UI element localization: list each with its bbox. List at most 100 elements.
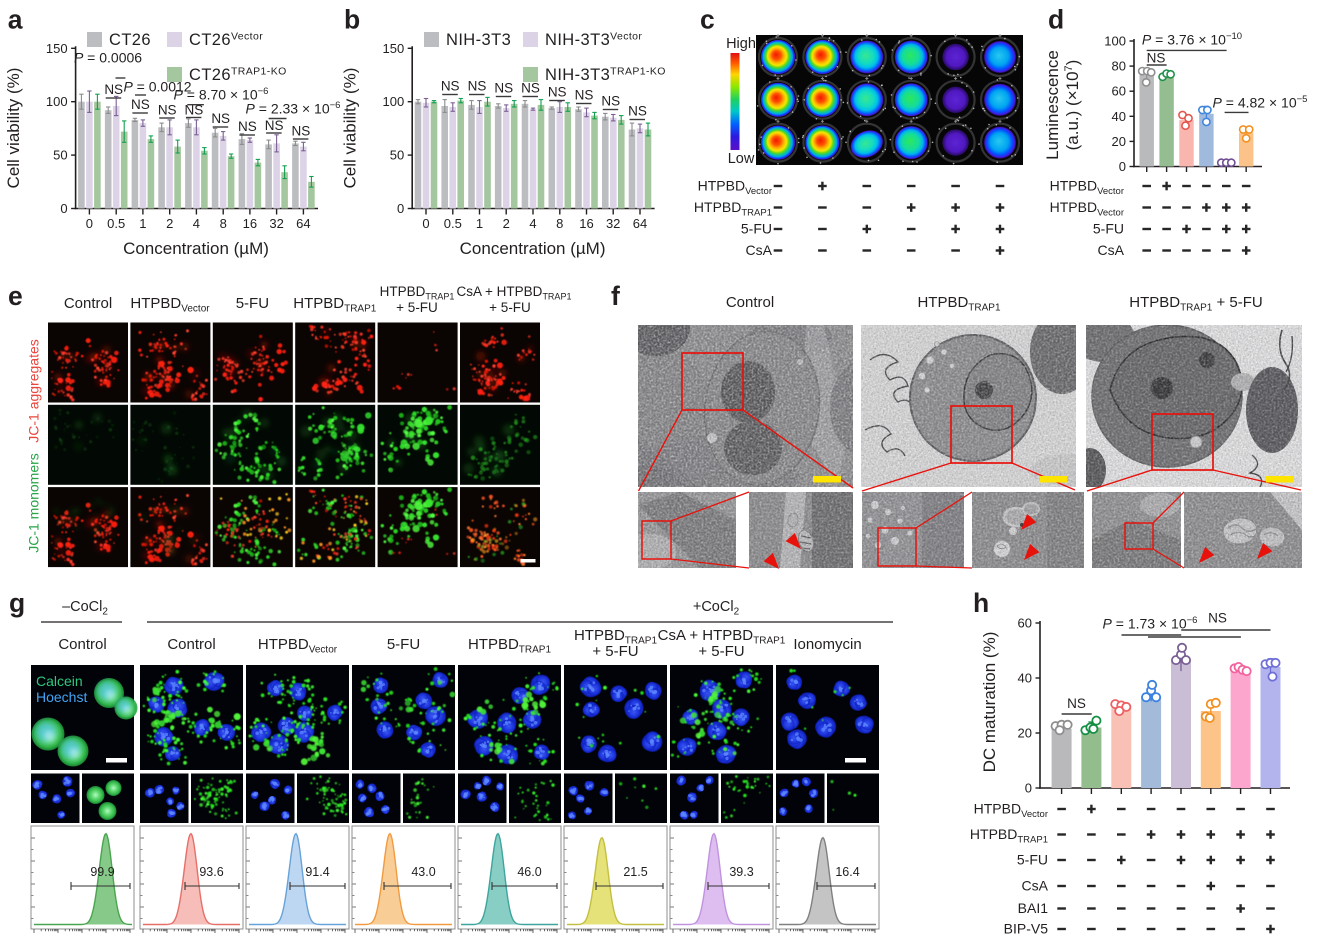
- svg-text:80: 80: [1112, 59, 1126, 74]
- svg-text:CT26: CT26: [109, 31, 151, 49]
- svg-text:+ 5-FU: + 5-FU: [396, 300, 438, 315]
- svg-text:Cell viability (%): Cell viability (%): [4, 68, 23, 189]
- svg-text:g: g: [9, 588, 25, 618]
- svg-text:4: 4: [529, 216, 536, 231]
- svg-text:2: 2: [166, 216, 173, 231]
- svg-text:P = 8.70 × 10−6: P = 8.70 × 10−6: [174, 86, 269, 103]
- svg-text:100: 100: [1104, 34, 1126, 49]
- svg-text:NIH-3T3Vector: NIH-3T3Vector: [545, 31, 642, 50]
- svg-text:NS: NS: [521, 81, 540, 96]
- svg-text:NIH-3T3: NIH-3T3: [446, 31, 511, 49]
- svg-text:HTPBDTRAP1: HTPBDTRAP1: [694, 199, 772, 219]
- svg-text:150: 150: [46, 41, 68, 56]
- svg-text:CsA + HTPBDTRAP1: CsA + HTPBDTRAP1: [457, 284, 572, 302]
- svg-text:0: 0: [86, 216, 93, 231]
- svg-text:HTPBDVector: HTPBDVector: [258, 636, 338, 656]
- svg-text:e: e: [8, 281, 23, 311]
- svg-text:+ 5-FU: + 5-FU: [698, 643, 744, 660]
- svg-text:100: 100: [382, 94, 404, 109]
- svg-text:P = 3.76 × 10−10: P = 3.76 × 10−10: [1142, 31, 1242, 48]
- svg-text:+ 5-FU: + 5-FU: [592, 643, 638, 660]
- svg-text:1: 1: [476, 216, 483, 231]
- svg-text:HTPBDVector: HTPBDVector: [1050, 178, 1124, 198]
- svg-text:NS: NS: [601, 94, 620, 109]
- svg-text:Concentration (µM): Concentration (µM): [123, 239, 269, 258]
- svg-text:50: 50: [53, 148, 67, 163]
- svg-text:16: 16: [579, 216, 593, 231]
- svg-text:CsA: CsA: [746, 242, 773, 258]
- svg-text:5-FU: 5-FU: [741, 221, 772, 237]
- svg-text:1: 1: [139, 216, 146, 231]
- svg-text:Control: Control: [726, 294, 774, 311]
- svg-text:(a.u.) (×107): (a.u.) (×107): [1063, 60, 1082, 151]
- svg-text:f: f: [611, 281, 620, 311]
- svg-text:20: 20: [1112, 134, 1126, 149]
- svg-text:CT26Vector: CT26Vector: [189, 31, 263, 50]
- svg-text:Concentration (µM): Concentration (µM): [460, 239, 606, 258]
- svg-text:93.6: 93.6: [199, 865, 223, 879]
- svg-text:JC-1 monomers: JC-1 monomers: [26, 453, 42, 553]
- svg-text:JC-1 aggregates: JC-1 aggregates: [26, 339, 42, 443]
- svg-text:b: b: [344, 5, 360, 35]
- svg-text:+ 5-FU: + 5-FU: [489, 300, 531, 315]
- svg-text:NS: NS: [238, 119, 257, 134]
- svg-text:NS: NS: [575, 88, 594, 103]
- svg-text:NS: NS: [131, 97, 150, 112]
- svg-text:NS: NS: [211, 111, 230, 126]
- svg-text:5-FU: 5-FU: [387, 636, 420, 653]
- svg-text:HTPBDTRAP1: HTPBDTRAP1: [380, 284, 455, 302]
- svg-text:NS: NS: [104, 82, 123, 97]
- svg-text:5-FU: 5-FU: [236, 295, 269, 312]
- svg-text:NIH-3T3TRAP1-KO: NIH-3T3TRAP1-KO: [545, 66, 666, 85]
- svg-text:91.4: 91.4: [305, 865, 329, 879]
- svg-text:32: 32: [269, 216, 283, 231]
- svg-text:99.9: 99.9: [90, 865, 114, 879]
- svg-text:NS: NS: [1147, 51, 1166, 66]
- svg-text:0: 0: [60, 201, 67, 216]
- svg-text:64: 64: [296, 216, 310, 231]
- svg-text:4: 4: [193, 216, 200, 231]
- svg-text:40: 40: [1112, 109, 1126, 124]
- svg-text:32: 32: [606, 216, 620, 231]
- svg-text:NS: NS: [292, 124, 311, 139]
- svg-text:100: 100: [46, 94, 68, 109]
- svg-text:Control: Control: [58, 636, 106, 653]
- svg-text:HTPBDTRAP1: HTPBDTRAP1: [293, 295, 377, 315]
- svg-text:CsA: CsA: [1098, 242, 1125, 258]
- svg-text:NS: NS: [441, 79, 460, 94]
- svg-text:NS: NS: [265, 118, 284, 133]
- svg-text:P = 4.82 × 10−5: P = 4.82 × 10−5: [1213, 94, 1308, 111]
- svg-text:Low: Low: [728, 151, 755, 167]
- svg-text:0: 0: [1119, 159, 1126, 174]
- svg-text:HTPBDVector: HTPBDVector: [1050, 199, 1124, 219]
- svg-text:HTPBDTRAP1 + 5-FU: HTPBDTRAP1 + 5-FU: [1129, 294, 1263, 314]
- svg-text:HTPBDTRAP1: HTPBDTRAP1: [917, 294, 1001, 314]
- svg-text:16: 16: [243, 216, 257, 231]
- svg-text:50: 50: [390, 148, 404, 163]
- svg-text:P = 0.0006: P = 0.0006: [74, 50, 142, 66]
- svg-text:0: 0: [422, 216, 429, 231]
- svg-text:8: 8: [556, 216, 563, 231]
- svg-text:2: 2: [503, 216, 510, 231]
- svg-text:8: 8: [220, 216, 227, 231]
- svg-text:0.5: 0.5: [444, 216, 462, 231]
- svg-text:Cell viability (%): Cell viability (%): [341, 68, 360, 189]
- svg-text:150: 150: [382, 41, 404, 56]
- svg-text:64: 64: [633, 216, 647, 231]
- svg-text:Luminescence: Luminescence: [1043, 50, 1062, 160]
- svg-text:HTPBDTRAP1: HTPBDTRAP1: [468, 636, 552, 656]
- svg-text:a: a: [8, 5, 23, 35]
- svg-text:Ionomycin: Ionomycin: [793, 636, 861, 653]
- svg-text:0.5: 0.5: [107, 216, 125, 231]
- svg-text:HTPBDVector: HTPBDVector: [130, 295, 210, 315]
- svg-text:NS: NS: [158, 103, 177, 118]
- svg-text:0: 0: [397, 201, 404, 216]
- svg-text:Control: Control: [64, 295, 112, 312]
- svg-text:Hoechst: Hoechst: [36, 689, 87, 705]
- svg-text:5-FU: 5-FU: [1093, 221, 1124, 237]
- svg-text:P = 0.0012: P = 0.0012: [123, 79, 191, 95]
- svg-text:NS: NS: [628, 104, 647, 119]
- svg-text:c: c: [700, 5, 715, 35]
- svg-text:NS: NS: [468, 79, 487, 94]
- svg-text:NS: NS: [548, 85, 567, 100]
